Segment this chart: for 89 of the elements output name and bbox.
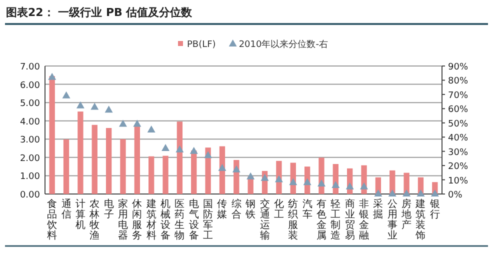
bar: [120, 139, 126, 194]
x-tick-label: 食品饮料: [46, 198, 58, 242]
y2-tick-label: 50%: [448, 119, 468, 130]
y2-tick-label: 30%: [448, 148, 468, 158]
point: [76, 101, 84, 108]
x-tick-label: 房地产: [400, 198, 412, 231]
bar: [404, 172, 410, 194]
x-tick-label: 汽车: [302, 198, 312, 220]
bar: [162, 156, 168, 194]
x-tick-label: 采掘: [373, 198, 384, 220]
point: [204, 151, 212, 158]
chart-title: 图表22： 一级行业 PB 估值及分位数: [6, 6, 194, 19]
x-tick-label: 机械设备: [160, 198, 171, 242]
x-tick-label: 纺织服装: [288, 198, 298, 242]
point: [147, 126, 156, 132]
point: [274, 175, 283, 182]
y2-tick-label: 90%: [448, 62, 468, 72]
x-tick-label: 钢铁: [244, 199, 256, 220]
x-tick-label: 通信: [61, 198, 72, 220]
point: [104, 106, 113, 113]
point: [332, 180, 340, 188]
point: [303, 178, 312, 186]
point: [90, 102, 99, 110]
x-tick-label: 家用电器: [118, 198, 128, 242]
y-tick-label: 6.00: [20, 80, 40, 91]
x-tick-label: 交通运输: [260, 198, 270, 242]
bar: [106, 128, 112, 194]
y-tick-label: 0.00: [20, 190, 40, 200]
bar: [148, 156, 154, 194]
y2-tick-label: 80%: [448, 76, 468, 87]
point: [317, 180, 326, 187]
x-tick-label: 国防军工: [203, 199, 214, 242]
x-tick-label: 有色金属: [316, 198, 326, 242]
point: [190, 146, 198, 154]
point: [118, 120, 127, 127]
point: [246, 172, 255, 180]
bar: [205, 148, 211, 194]
point: [133, 120, 142, 127]
x-tick-label: 医药生物: [174, 199, 185, 242]
point: [62, 91, 70, 98]
x-tick-label: 商业贸易: [344, 198, 355, 242]
x-tick-label: 传媒: [217, 199, 228, 220]
point: [374, 190, 382, 196]
y-tick-label: 7.00: [20, 62, 40, 72]
point: [360, 182, 368, 190]
bar: [78, 112, 84, 194]
x-tick-label: 农林牧渔: [88, 199, 100, 242]
x-tick-label: 建筑材料: [145, 198, 156, 242]
point: [218, 164, 226, 171]
x-tick-label: 电气设备: [188, 198, 199, 242]
x-tick-label: 银行: [428, 199, 440, 220]
bar: [92, 124, 98, 194]
x-tick-label: 化工: [274, 198, 284, 220]
y-tick-label: 3.00: [20, 136, 40, 146]
y-tick-label: 5.00: [20, 99, 40, 110]
point: [430, 190, 439, 196]
point: [48, 72, 56, 80]
point: [260, 174, 269, 181]
bar: [134, 126, 140, 194]
y-tick-label: 4.00: [20, 117, 40, 128]
bar: [176, 122, 183, 194]
y2-tick-label: 10%: [448, 176, 468, 186]
x-tick-label: 电子: [104, 198, 114, 220]
x-tick-label: 建筑装饰: [414, 198, 426, 242]
legend-label: 2010年以来分位数-右: [238, 39, 328, 50]
bar: [63, 139, 70, 194]
point: [162, 144, 170, 151]
x-tick-label: 轻工制造: [330, 198, 341, 242]
legend-label: PB(LF): [187, 40, 216, 50]
point: [416, 190, 425, 196]
x-tick-label: 综合: [231, 198, 242, 220]
y2-tick-label: 60%: [448, 105, 468, 116]
y2-tick-label: 20%: [448, 162, 468, 172]
y2-tick-label: 70%: [448, 90, 468, 101]
point: [232, 165, 240, 172]
point: [289, 178, 298, 186]
x-tick-label: 公用事业: [387, 198, 398, 242]
point: [402, 190, 411, 196]
y2-tick-label: 40%: [448, 134, 468, 144]
bar: [49, 76, 55, 194]
x-tick-label: 非银金融: [358, 198, 370, 242]
y-tick-label: 2.00: [20, 154, 40, 164]
y-tick-label: 1.00: [20, 172, 40, 182]
x-tick-label: 休闲服务: [132, 199, 142, 242]
point: [388, 190, 396, 196]
point: [176, 145, 184, 152]
x-tick-label: 计算机: [75, 198, 86, 231]
y2-tick-label: 0%: [448, 190, 463, 200]
point: [346, 182, 354, 190]
